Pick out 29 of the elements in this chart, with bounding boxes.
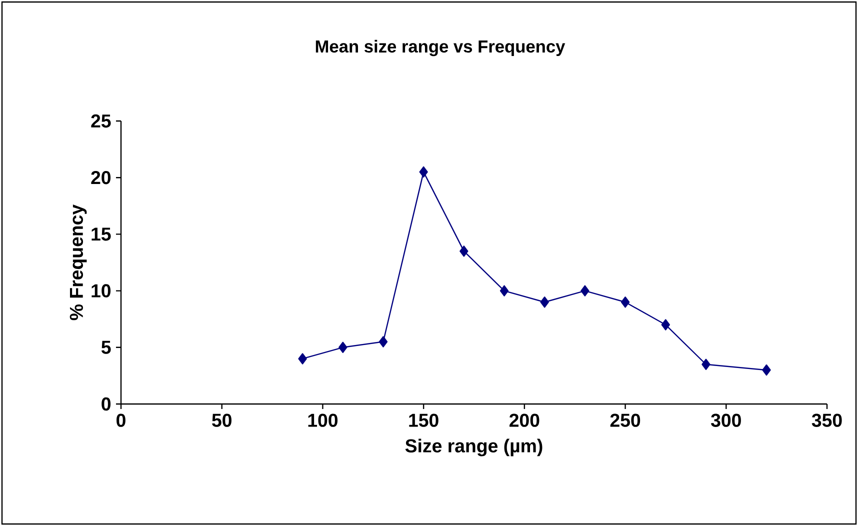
point [540, 296, 549, 308]
y-tick-label: 25 [91, 114, 111, 128]
point [661, 319, 670, 330]
y-tick-label: 5 [101, 340, 111, 354]
y-axis-title: % Frequency [70, 204, 87, 320]
x-tick-label: 0 [116, 414, 126, 427]
x-tick-label: 350 [812, 414, 842, 427]
point [580, 285, 590, 296]
point [338, 342, 348, 353]
point [419, 166, 428, 178]
y-tick-label: 10 [92, 284, 111, 298]
chart-title: Mean size range vs Frequency [316, 40, 566, 56]
x-tick-label: 300 [710, 414, 741, 427]
point [460, 246, 468, 257]
point [500, 285, 509, 296]
point [620, 296, 630, 308]
x-tick-label: 100 [308, 414, 338, 427]
y-tick-label: 15 [92, 228, 111, 241]
point [702, 358, 710, 370]
x-axis-title: Size range (µm) [405, 438, 542, 456]
point [378, 336, 388, 348]
x-tick-label: 200 [510, 414, 540, 427]
y-tick-label: 20 [91, 170, 111, 184]
x-tick-label: 50 [212, 414, 232, 427]
x-tick-label: 150 [409, 414, 438, 427]
y-tick-label: 0 [102, 397, 111, 411]
x-tick-label: 250 [610, 414, 640, 427]
point [298, 353, 307, 364]
point [762, 364, 771, 376]
